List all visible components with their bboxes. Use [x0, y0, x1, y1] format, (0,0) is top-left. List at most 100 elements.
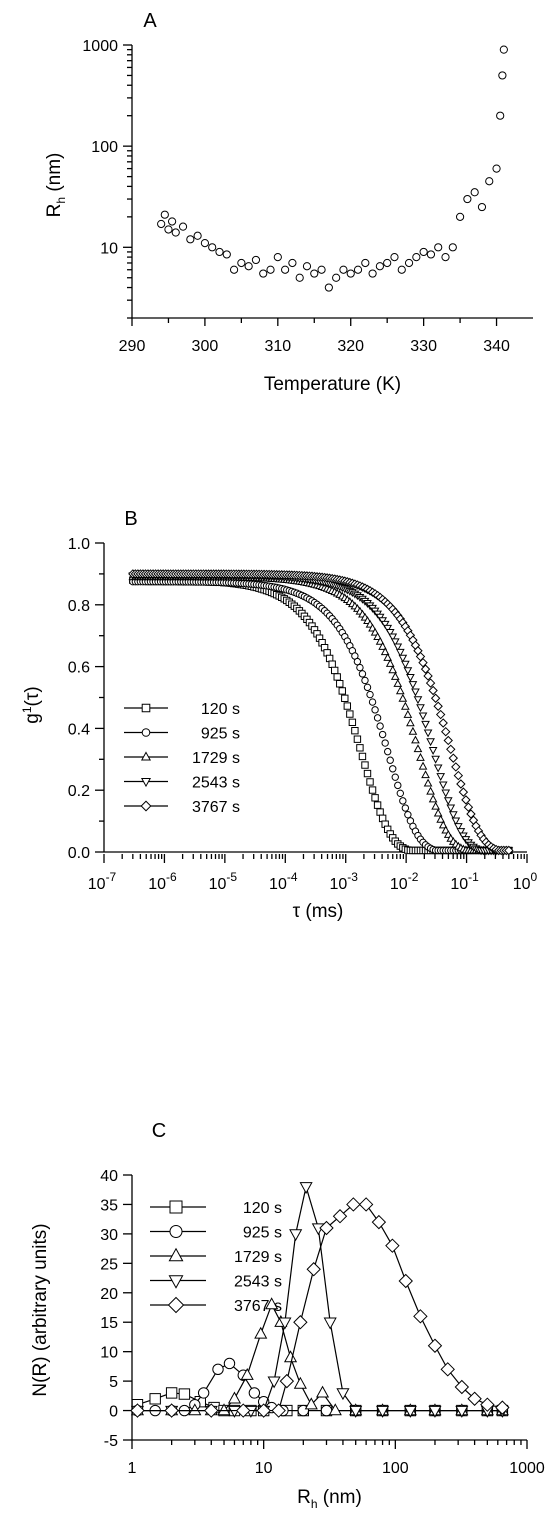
data-point — [324, 283, 333, 292]
data-point — [443, 797, 453, 806]
x-tick-label: 340 — [483, 338, 510, 355]
y-tick-label: 0.4 — [68, 721, 90, 738]
data-point — [398, 693, 408, 702]
data-point — [283, 1350, 298, 1363]
data-point — [371, 794, 379, 802]
legend-label: 2543 s — [234, 1274, 282, 1291]
data-point — [431, 801, 440, 810]
data-point — [373, 714, 382, 722]
legend-label: 3767 s — [234, 1298, 282, 1315]
y-tick-label: 5 — [109, 1374, 118, 1391]
data-point — [378, 730, 387, 739]
data-point — [454, 1379, 470, 1395]
y-tick-label: 35 — [100, 1197, 118, 1214]
data-point — [333, 673, 341, 681]
data-point — [366, 778, 374, 786]
data-point — [164, 225, 173, 234]
data-point — [361, 761, 369, 769]
data-point — [293, 1376, 307, 1389]
data-point — [459, 832, 468, 841]
data-point — [418, 657, 428, 668]
data-point — [418, 712, 428, 721]
data-point — [428, 1405, 442, 1418]
data-point — [386, 756, 394, 764]
x-tick-base: 10 — [390, 876, 408, 893]
y-axis-label: g1(τ) — [20, 686, 43, 723]
data-point — [393, 678, 403, 687]
y-tick-label: 1000 — [82, 38, 118, 55]
data-point — [348, 718, 357, 726]
data-point — [254, 1326, 268, 1339]
data-point — [353, 265, 363, 274]
data-point — [208, 243, 217, 252]
data-point — [383, 624, 393, 633]
series-diamond — [128, 569, 514, 856]
x-tick-base: 10 — [148, 876, 166, 893]
legend-label: 3767 s — [192, 799, 240, 816]
y-axis-label-tail: (nm) — [44, 153, 65, 197]
panel-b: B0.00.20.40.60.81.010-7 10-6 10-5 10-4 10-3 1… — [20, 508, 538, 922]
x-axis-label-sub: h — [311, 1497, 318, 1511]
data-point — [380, 620, 390, 629]
data-point — [356, 663, 364, 672]
data-point — [492, 164, 501, 173]
data-point — [438, 820, 448, 829]
data-point — [393, 643, 403, 652]
data-point — [443, 735, 453, 746]
data-point — [265, 1297, 279, 1310]
x-tick-base: 10 — [450, 876, 468, 893]
data-point — [390, 671, 400, 680]
data-point — [332, 273, 341, 282]
data-point — [413, 1309, 428, 1324]
data-point — [428, 747, 438, 755]
data-point — [441, 789, 451, 798]
data-point — [403, 667, 413, 676]
data-point — [411, 688, 420, 697]
data-point — [373, 632, 382, 641]
data-point — [171, 228, 180, 237]
data-point — [398, 1273, 413, 1289]
legend-label: 120 s — [201, 701, 240, 718]
x-tick-label: 320 — [337, 338, 364, 355]
data-point — [223, 1357, 236, 1370]
data-point — [428, 794, 438, 803]
data-point — [425, 678, 436, 688]
data-point — [267, 1376, 281, 1389]
data-point — [346, 1197, 361, 1212]
y-tick-label: 0.0 — [68, 845, 90, 862]
y-axis-label-sup: 1 — [20, 706, 34, 713]
y-tick-label: 25 — [100, 1256, 118, 1273]
data-point — [256, 1403, 271, 1418]
x-tick-label: 10-7 — [88, 870, 117, 893]
data-point — [376, 808, 384, 816]
data-point — [323, 1317, 337, 1330]
data-point — [343, 702, 352, 710]
data-point — [426, 738, 435, 747]
data-point — [398, 654, 408, 663]
data-point — [178, 222, 188, 231]
x-tick-base: 10 — [329, 876, 347, 893]
data-point — [504, 845, 514, 856]
x-axis-label: τ (ms) — [293, 901, 344, 922]
data-point — [485, 177, 494, 186]
x-tick-label: 290 — [119, 338, 146, 355]
data-point — [130, 1403, 145, 1418]
data-point — [328, 660, 336, 668]
data-point — [178, 1388, 191, 1400]
x-tick-label: 300 — [192, 338, 219, 355]
data-point — [375, 636, 385, 645]
y-axis-label: N(R) (arbitrary units) — [30, 1223, 51, 1396]
data-point — [358, 670, 367, 678]
data-point — [259, 269, 268, 278]
data-point — [353, 735, 362, 743]
y-tick-label: 0.8 — [68, 598, 90, 615]
data-point — [200, 239, 210, 248]
data-point — [164, 1403, 179, 1418]
legend-marker — [169, 1200, 183, 1214]
y-axis-label-main: R — [44, 204, 65, 218]
data-point — [336, 680, 344, 688]
data-point — [426, 250, 436, 259]
data-point — [251, 255, 261, 265]
data-point — [451, 762, 461, 772]
data-point — [448, 753, 459, 763]
